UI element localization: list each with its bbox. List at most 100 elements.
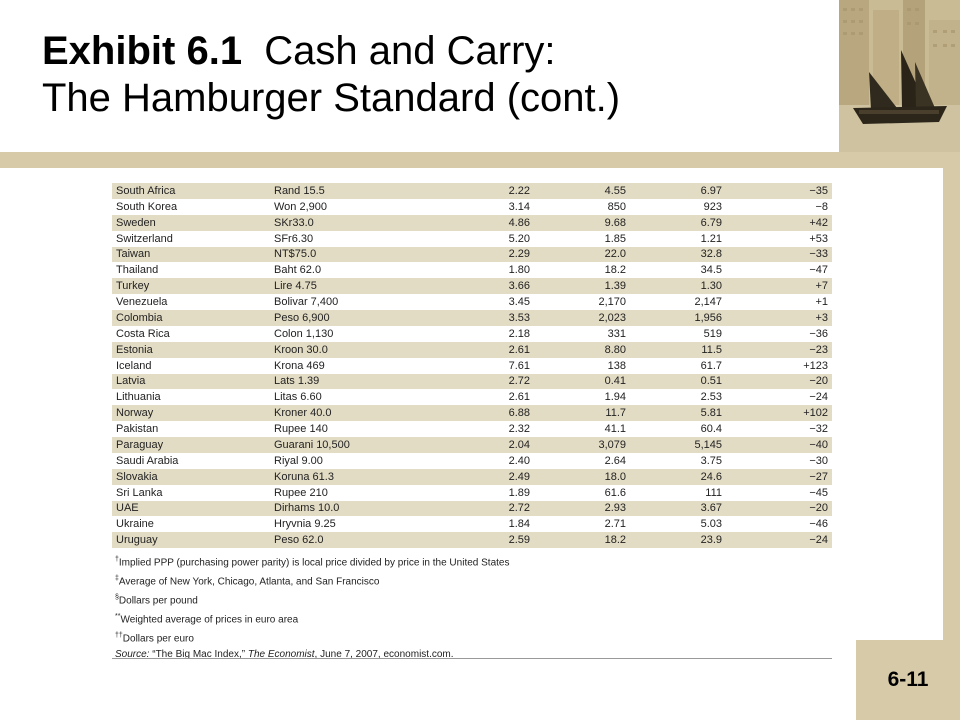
table-row: Colombia Peso 6,900 3.53 2,023 1,956 +3 bbox=[112, 310, 832, 326]
country-cell: Uruguay bbox=[112, 532, 274, 549]
exchange-rate-cell: 5,145 bbox=[626, 437, 722, 453]
title-exhibit: Exhibit 6.1 bbox=[42, 29, 243, 73]
footnote-text: Dollars per pound bbox=[118, 595, 198, 607]
country-cell: Lithuania bbox=[116, 391, 161, 404]
country-cell: Slovakia bbox=[112, 468, 274, 485]
slide-number: 6-11 bbox=[856, 640, 960, 720]
exchange-rate-cell: 1.30 bbox=[626, 278, 722, 295]
local-price-cell: Koruna 61.3 bbox=[274, 468, 434, 485]
implied-ppp-cell: 41.1 bbox=[604, 423, 626, 436]
exchange-rate-cell: 2.53 bbox=[700, 391, 722, 404]
implied-ppp-cell: 850 bbox=[607, 200, 626, 213]
valuation-cell: −46 bbox=[809, 518, 828, 531]
valuation-cell: +7 bbox=[722, 278, 832, 295]
dollar-price-cell: 2.72 bbox=[434, 373, 530, 390]
footnote-text: Weighted average of prices in euro area bbox=[120, 614, 299, 626]
valuation-cell: −47 bbox=[809, 264, 828, 277]
country-cell: Iceland bbox=[116, 359, 152, 372]
valuation-cell: +42 bbox=[722, 214, 832, 231]
valuation-cell: −8 bbox=[815, 200, 828, 213]
local-price-cell: Riyal 9.00 bbox=[274, 454, 323, 467]
footnote: †Implied PPP (purchasing power parity) i… bbox=[115, 552, 832, 571]
local-price-cell: Won 2,900 bbox=[274, 200, 328, 213]
dollar-price-cell: 2.22 bbox=[434, 183, 530, 199]
valuation-cell: −27 bbox=[722, 468, 832, 485]
local-price-cell: SFr6.30 bbox=[274, 232, 314, 245]
valuation-cell: −24 bbox=[722, 532, 832, 549]
footnote: **Weighted average of prices in euro are… bbox=[115, 609, 832, 628]
footnote-mark: †† bbox=[115, 631, 123, 639]
footnote-mark: † bbox=[115, 556, 119, 564]
dollar-price-cell: 2.40 bbox=[508, 454, 530, 467]
implied-ppp-cell: 61.6 bbox=[604, 486, 626, 499]
exchange-rate-cell: 0.51 bbox=[626, 373, 722, 390]
dollar-price-cell: 6.88 bbox=[434, 405, 530, 422]
table-row: Uruguay Peso 62.0 2.59 18.2 23.9 −24 bbox=[112, 532, 832, 549]
local-price-cell: Rupee 140 bbox=[274, 423, 328, 436]
exchange-rate-cell: 111 bbox=[705, 486, 722, 499]
local-price-cell: Dirhams 10.0 bbox=[274, 500, 434, 517]
local-price-cell: Litas 6.60 bbox=[274, 391, 322, 404]
footnote-text: Dollars per euro bbox=[122, 633, 194, 645]
dollar-price-cell: 2.32 bbox=[508, 423, 530, 436]
country-cell: Norway bbox=[112, 405, 274, 422]
valuation-cell: +53 bbox=[809, 232, 828, 245]
table-row: UAE Dirhams 10.0 2.72 2.93 3.67 −20 bbox=[112, 500, 832, 517]
exchange-rate-cell: 3.67 bbox=[626, 500, 722, 517]
dollar-price-cell: 7.61 bbox=[508, 359, 530, 372]
implied-ppp-cell: 331 bbox=[607, 327, 626, 340]
footnote: ††Dollars per euro bbox=[115, 628, 832, 647]
local-price-cell: Kroner 40.0 bbox=[274, 405, 434, 422]
footnotes: †Implied PPP (purchasing power parity) i… bbox=[112, 552, 832, 662]
table-row: Switzerland SFr6.30 5.20 1.85 1.21 +53 bbox=[112, 231, 832, 247]
local-price-cell: Lats 1.39 bbox=[274, 373, 434, 390]
dollar-price-cell: 2.72 bbox=[434, 500, 530, 517]
country-cell: Thailand bbox=[116, 264, 159, 277]
table-row: Estonia Kroon 30.0 2.61 8.80 11.5 −23 bbox=[112, 341, 832, 358]
country-cell: Colombia bbox=[112, 310, 274, 326]
implied-ppp-cell: 2.93 bbox=[530, 500, 626, 517]
dollar-price-cell: 3.53 bbox=[434, 310, 530, 326]
country-cell: Turkey bbox=[112, 278, 274, 295]
country-cell: Saudi Arabia bbox=[116, 454, 179, 467]
local-price-cell: Krona 469 bbox=[274, 359, 325, 372]
country-cell: Pakistan bbox=[116, 423, 159, 436]
local-price-cell: Colon 1,130 bbox=[274, 327, 334, 340]
title-line-2: The Hamburger Standard (cont.) bbox=[42, 76, 621, 120]
country-cell: Taiwan bbox=[112, 246, 274, 263]
exchange-rate-cell: 6.79 bbox=[626, 214, 722, 231]
valuation-cell: −35 bbox=[722, 183, 832, 199]
exchange-rate-cell: 3.75 bbox=[700, 454, 722, 467]
implied-ppp-cell: 18.2 bbox=[530, 532, 626, 549]
dollar-price-cell: 1.80 bbox=[508, 264, 530, 277]
footnote-mark: ** bbox=[115, 612, 121, 620]
local-price-cell: Rupee 210 bbox=[274, 486, 328, 499]
dollar-price-cell: 2.04 bbox=[434, 437, 530, 453]
country-cell: Paraguay bbox=[112, 437, 274, 453]
exchange-rate-cell: 1.21 bbox=[700, 232, 722, 245]
exchange-rate-cell: 2,147 bbox=[694, 296, 722, 309]
implied-ppp-cell: 1.39 bbox=[530, 278, 626, 295]
valuation-cell: −20 bbox=[722, 373, 832, 390]
local-price-cell: NT$75.0 bbox=[274, 246, 434, 263]
table-row: Thailand Baht 62.0 1.80 18.2 34.5 −47 bbox=[112, 262, 832, 278]
table-row: South Korea Won 2,900 3.14 850 923 −8 bbox=[112, 199, 832, 215]
exchange-rate-cell: 11.5 bbox=[626, 341, 722, 358]
footnote-mark: § bbox=[115, 593, 119, 601]
table-row: Venezuela Bolivar 7,400 3.45 2,170 2,147 +1 bbox=[112, 294, 832, 310]
source-line: Source: “The Big Mac Index,” The Economi… bbox=[115, 647, 832, 663]
table-row: Slovakia Koruna 61.3 2.49 18.0 24.6 −27 bbox=[112, 468, 832, 485]
exchange-rate-cell: 519 bbox=[703, 327, 722, 340]
local-price-cell: Baht 62.0 bbox=[274, 264, 322, 277]
dollar-price-cell: 2.18 bbox=[508, 327, 530, 340]
footnote: §Dollars per pound bbox=[115, 590, 832, 609]
table-row: Turkey Lire 4.75 3.66 1.39 1.30 +7 bbox=[112, 278, 832, 295]
dollar-price-cell: 4.86 bbox=[434, 214, 530, 231]
country-cell: UAE bbox=[112, 500, 274, 517]
implied-ppp-cell: 8.80 bbox=[530, 341, 626, 358]
valuation-cell: −32 bbox=[809, 423, 828, 436]
big-mac-table-container: South Africa Rand 15.5 2.22 4.55 6.97 −35 Sout… bbox=[112, 183, 832, 662]
exchange-rate-cell: 5.03 bbox=[700, 518, 722, 531]
valuation-cell: −23 bbox=[722, 341, 832, 358]
local-price-cell: Peso 6,900 bbox=[274, 310, 434, 326]
